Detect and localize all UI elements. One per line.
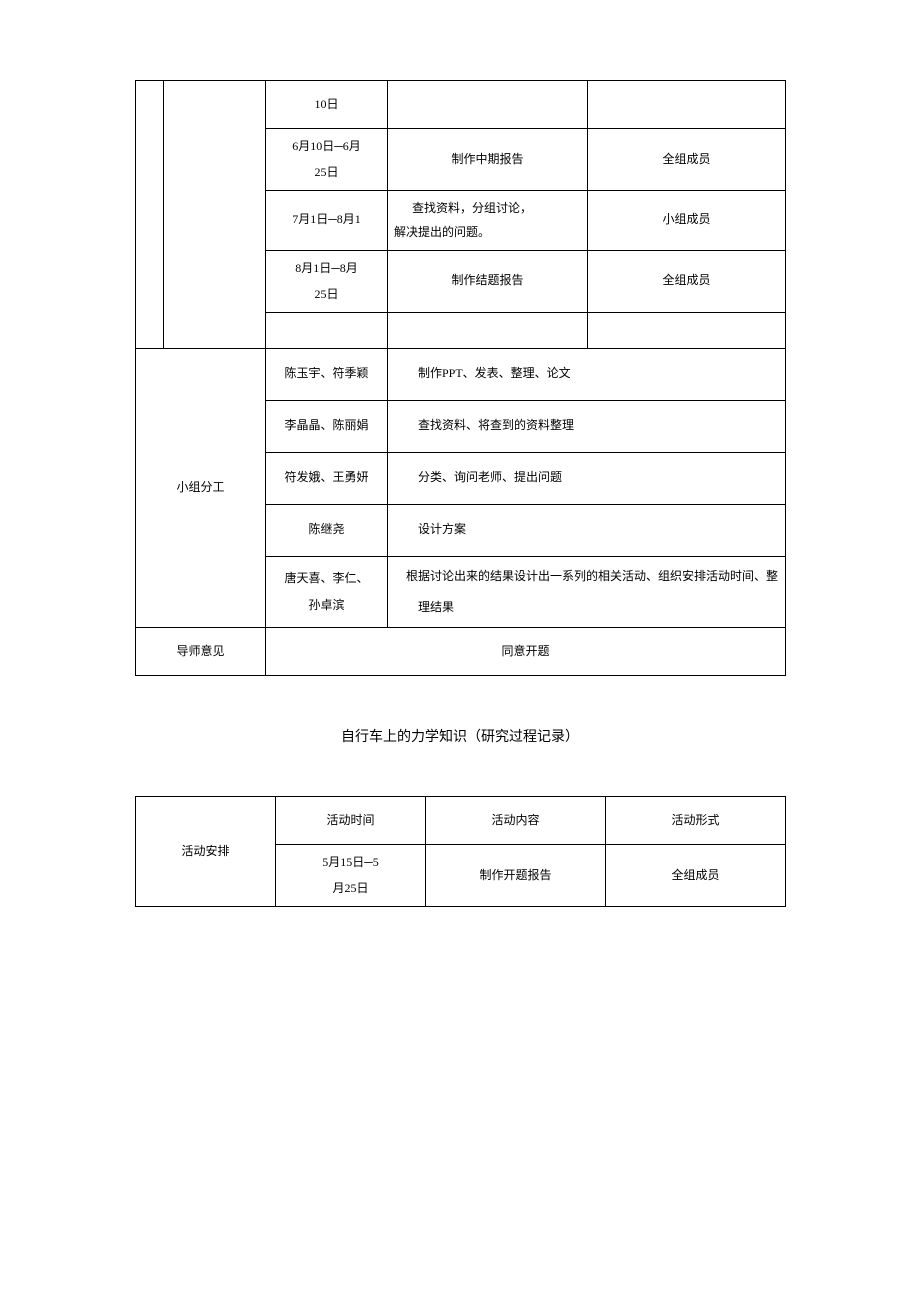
- group-label-cell: 小组分工: [136, 348, 266, 627]
- empty-left-cell: [136, 81, 164, 349]
- content-cell: 制作结题报告: [388, 250, 588, 312]
- schedule-table: 10日 6月10日─6月25日 制作中期报告 全组成员 7月1日─8月1 查找资…: [135, 80, 786, 676]
- person-cell: [588, 81, 786, 129]
- task-cell: 设计方案: [388, 504, 786, 556]
- content-cell: 制作开题报告: [426, 844, 606, 906]
- person-cell: 全组成员: [588, 250, 786, 312]
- table-row: 10日: [136, 81, 786, 129]
- table-row: 导师意见 同意开题: [136, 627, 786, 675]
- table-row: 活动安排 活动时间 活动内容 活动形式: [136, 796, 786, 844]
- names-cell: 符发娥、王勇妍: [266, 452, 388, 504]
- date-cell: 10日: [266, 81, 388, 129]
- task-cell: 分类、询问老师、提出问题: [388, 452, 786, 504]
- empty-cell: [588, 312, 786, 348]
- date-cell: 7月1日─8月1: [266, 190, 388, 250]
- task-cell: 制作PPT、发表、整理、论文: [388, 348, 786, 400]
- task-cell: 根据讨论出来的结果设计出一系列的相关活动、组织安排活动时间、整理结果: [388, 556, 786, 627]
- table-row: 小组分工 陈玉宇、符季颖 制作PPT、发表、整理、论文: [136, 348, 786, 400]
- header-cell: 活动时间: [276, 796, 426, 844]
- advisor-value-cell: 同意开题: [266, 627, 786, 675]
- advisor-label-cell: 导师意见: [136, 627, 266, 675]
- empty-cell: [388, 312, 588, 348]
- header-cell: 活动内容: [426, 796, 606, 844]
- header-cell: 活动形式: [606, 796, 786, 844]
- names-cell: 李晶晶、陈丽娟: [266, 400, 388, 452]
- person-cell: 小组成员: [588, 190, 786, 250]
- empty-label-cell: [164, 81, 266, 349]
- person-cell: 全组成员: [588, 129, 786, 191]
- date-cell: 6月10日─6月25日: [266, 129, 388, 191]
- content-cell: 制作中期报告: [388, 129, 588, 191]
- content-cell: [388, 81, 588, 129]
- date-cell: 5月15日─5月25日: [276, 844, 426, 906]
- process-table: 活动安排 活动时间 活动内容 活动形式 5月15日─5月25日 制作开题报告 全…: [135, 796, 786, 907]
- names-cell: 陈玉宇、符季颖: [266, 348, 388, 400]
- empty-cell: [266, 312, 388, 348]
- activity-label-cell: 活动安排: [136, 796, 276, 906]
- names-cell: 陈继尧: [266, 504, 388, 556]
- section-title: 自行车上的力学知识（研究过程记录）: [135, 726, 785, 746]
- date-cell: 8月1日─8月25日: [266, 250, 388, 312]
- form-cell: 全组成员: [606, 844, 786, 906]
- content-cell: 查找资料，分组讨论，解决提出的问题。: [388, 190, 588, 250]
- names-cell: 唐天喜、李仁、孙卓滨: [266, 556, 388, 627]
- task-cell: 查找资料、将查到的资料整理: [388, 400, 786, 452]
